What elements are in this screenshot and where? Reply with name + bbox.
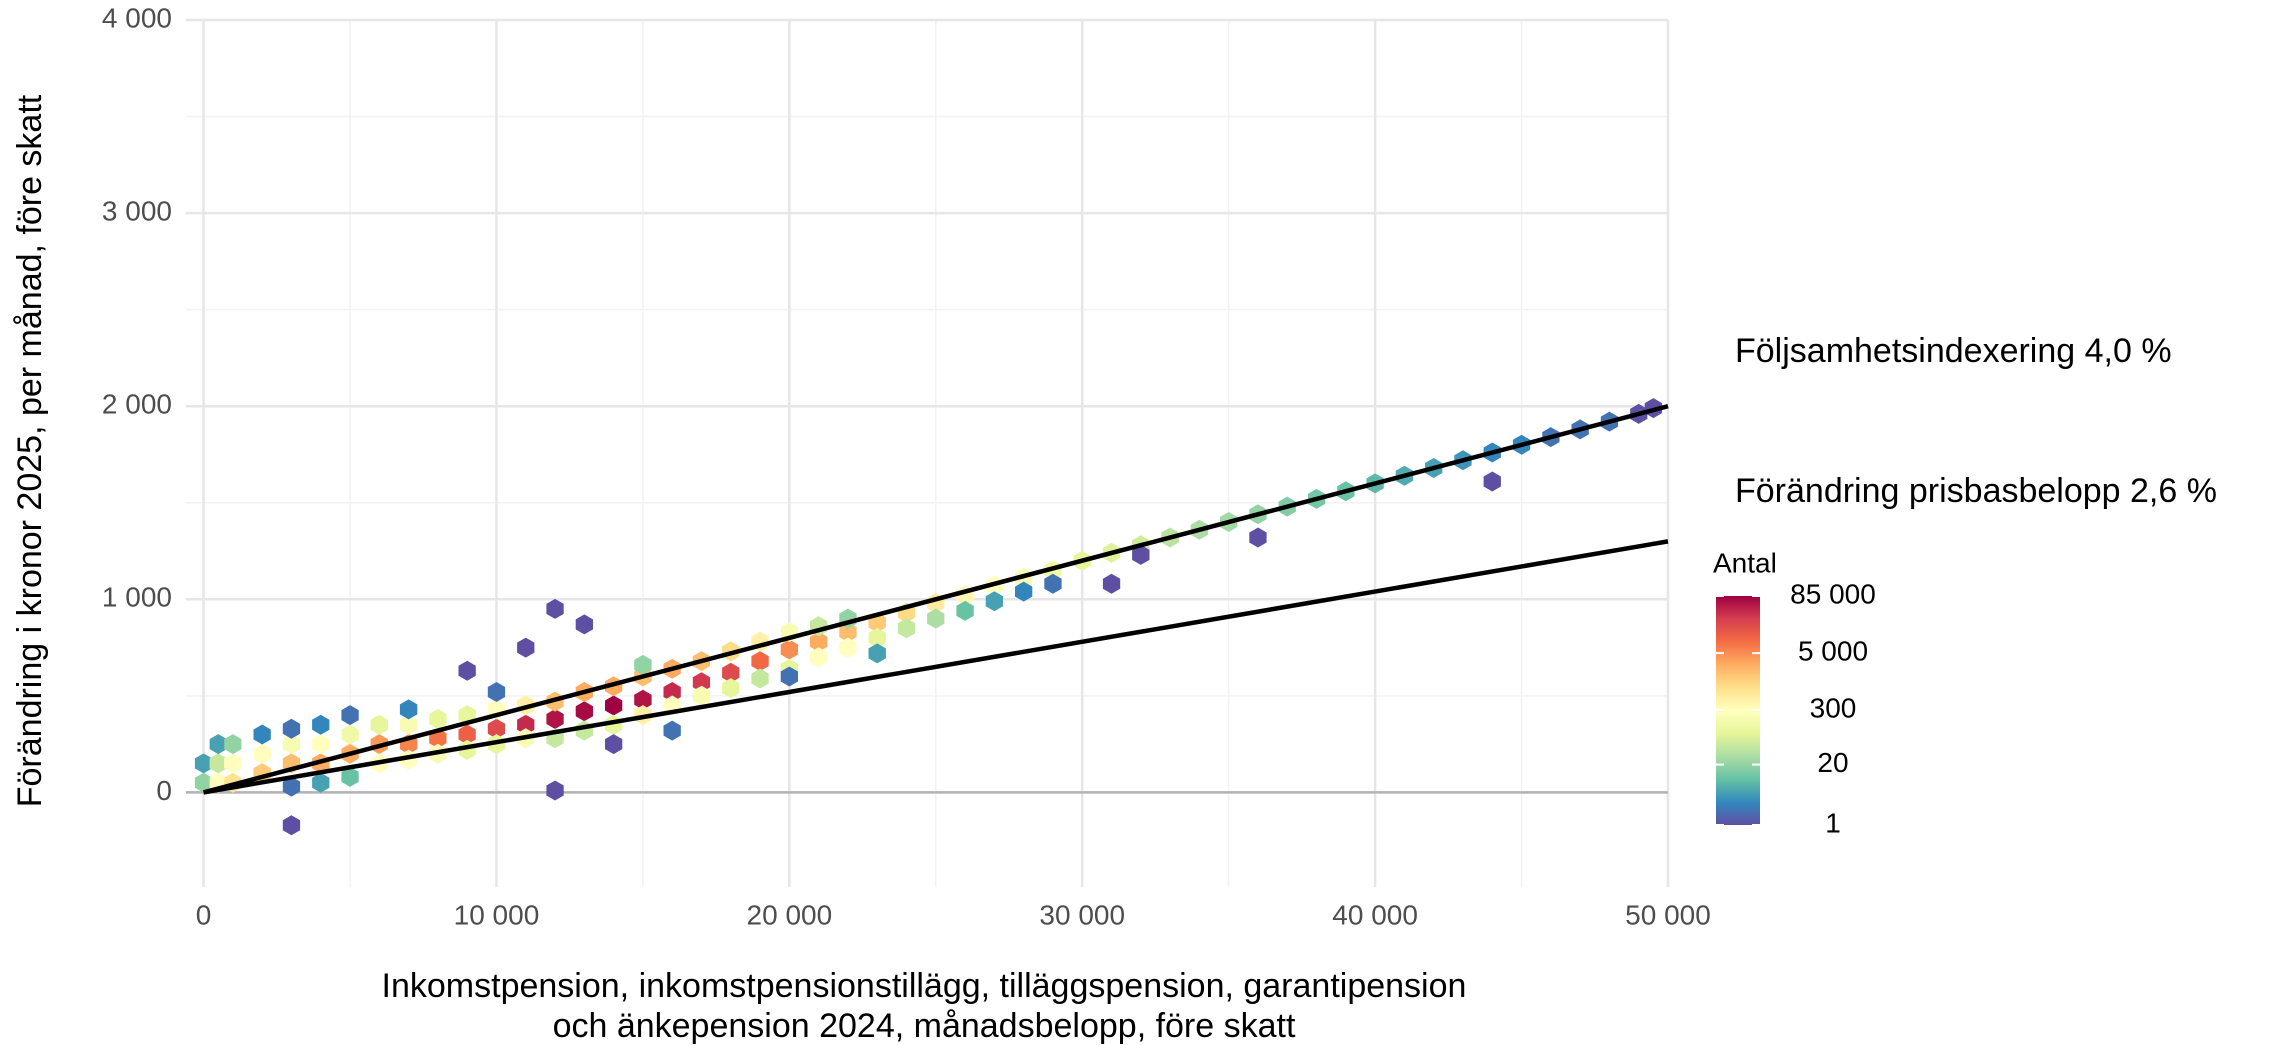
hexbin (194, 772, 213, 793)
hexbin (575, 701, 593, 722)
y-tick-label: 0 (156, 775, 172, 806)
hexbin (839, 637, 857, 658)
hexbin (897, 618, 916, 639)
hexbin (341, 724, 359, 745)
colorbar-tick-label: 85 000 (1790, 578, 1876, 609)
hexbin (487, 682, 506, 702)
hexbin (1132, 544, 1150, 565)
hexbin (312, 714, 330, 735)
hexbin (1483, 471, 1501, 492)
hexbin (399, 714, 418, 735)
line-annotation: Förändring prisbasbelopp 2,6 % (1735, 472, 2217, 510)
hexbin (1015, 581, 1033, 602)
hexbin (370, 714, 388, 735)
hexbin (341, 766, 359, 787)
hexbin (253, 724, 271, 745)
y-tick-label: 3 000 (102, 195, 172, 226)
x-tick-label: 30 000 (1039, 899, 1125, 930)
x-axis-title: och änkepension 2024, månadsbelopp, före… (553, 1007, 1296, 1045)
hexbin (209, 753, 227, 774)
hexbin (810, 631, 828, 652)
hexbin (927, 608, 945, 629)
hexbin (1102, 573, 1121, 594)
hexbin (692, 685, 711, 706)
reference-line (202, 404, 1669, 795)
hexbin (209, 734, 227, 755)
hexbin (312, 734, 330, 755)
hexbin (517, 637, 535, 658)
hexbin (722, 678, 740, 699)
hexbin (751, 651, 769, 672)
hexbin (224, 753, 242, 774)
hexbin (224, 734, 242, 755)
hexbin (634, 654, 652, 675)
hexbin (575, 720, 593, 741)
hexbin (839, 622, 857, 643)
y-tick-label: 1 000 (102, 582, 172, 613)
hexbin (341, 705, 359, 726)
hexbin (282, 718, 301, 739)
hexbin (282, 776, 301, 797)
hexbin (810, 647, 828, 668)
colorbar-tick-label: 5 000 (1798, 636, 1868, 667)
x-tick-label: 50 000 (1625, 899, 1711, 930)
hexbin (663, 720, 681, 741)
y-tick-label: 4 000 (102, 2, 172, 33)
x-tick-label: 20 000 (747, 899, 833, 930)
hexbin (780, 639, 798, 660)
hexbin (868, 643, 886, 664)
hexbin (458, 660, 476, 681)
colorbar-tick-label: 300 (1810, 692, 1857, 723)
colorbar-tick-label: 20 (1817, 747, 1848, 778)
hexbin (546, 598, 564, 619)
x-tick-label: 10 000 (454, 899, 540, 930)
y-axis-title: Förändring i kronor 2025, per månad, för… (11, 94, 49, 807)
hexbin (868, 627, 886, 648)
hexbin (956, 600, 974, 621)
hexbin (399, 699, 418, 720)
hexbin (282, 815, 301, 836)
hexbin (605, 695, 623, 716)
x-axis-title: Inkomstpension, inkomstpensionstillägg, … (382, 967, 1467, 1005)
line-annotation: Följsamhetsindexering 4,0 % (1735, 332, 2172, 370)
hexbin (722, 662, 740, 683)
hexbin (194, 753, 213, 774)
hexbin (1249, 527, 1267, 548)
hexbin (780, 666, 798, 687)
hexbin (634, 689, 652, 710)
hexbin (458, 724, 476, 745)
hexbin (253, 743, 271, 764)
x-tick-label: 40 000 (1332, 899, 1418, 930)
y-tick-label: 2 000 (102, 389, 172, 420)
hexbin (546, 780, 564, 801)
hexbin (663, 682, 681, 702)
hexbin (1044, 573, 1062, 594)
hexbin (487, 718, 506, 739)
hexbin (282, 734, 301, 755)
hexbin (517, 714, 535, 735)
x-tick-label: 0 (196, 899, 212, 930)
hexbin (312, 772, 330, 793)
hexbin (429, 709, 447, 729)
hexbin (546, 709, 564, 729)
colorbar-tick-label: 1 (1825, 807, 1841, 838)
reference-line (203, 539, 1669, 795)
hexbin (985, 591, 1003, 612)
hexbin (692, 672, 711, 693)
hexbin (751, 668, 769, 689)
colorbar-title: Antal (1713, 547, 1777, 578)
hexbin (605, 734, 623, 755)
hexbin (575, 614, 593, 635)
